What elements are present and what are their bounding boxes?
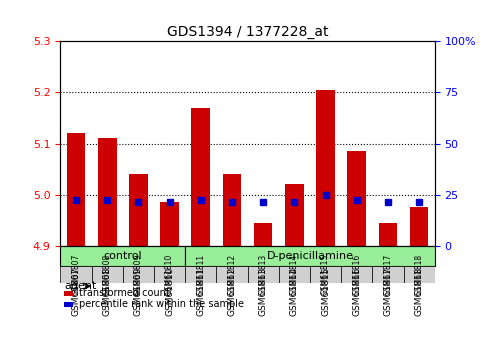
Text: percentile rank within the sample: percentile rank within the sample xyxy=(79,299,244,309)
FancyBboxPatch shape xyxy=(403,266,435,283)
Bar xyxy=(285,185,304,246)
FancyBboxPatch shape xyxy=(279,266,310,283)
FancyBboxPatch shape xyxy=(60,266,92,283)
Bar xyxy=(410,207,428,246)
Text: D-penicillamine: D-penicillamine xyxy=(267,251,354,261)
Text: GSM61808: GSM61808 xyxy=(103,254,112,295)
Text: GSM61817: GSM61817 xyxy=(384,267,392,316)
FancyBboxPatch shape xyxy=(154,266,185,283)
Bar xyxy=(98,138,116,246)
Bar xyxy=(67,134,85,246)
Text: control: control xyxy=(103,251,142,261)
Bar xyxy=(191,108,210,246)
Bar xyxy=(254,223,272,246)
Bar xyxy=(64,302,73,307)
Text: GSM61818: GSM61818 xyxy=(414,254,424,295)
FancyBboxPatch shape xyxy=(60,246,185,266)
Bar xyxy=(160,202,179,246)
FancyBboxPatch shape xyxy=(341,266,372,283)
Text: GSM61815: GSM61815 xyxy=(321,254,330,295)
Text: GSM61816: GSM61816 xyxy=(352,254,361,295)
Text: agent: agent xyxy=(64,281,97,291)
Bar xyxy=(347,151,366,246)
Title: GDS1394 / 1377228_at: GDS1394 / 1377228_at xyxy=(167,25,328,39)
Text: GSM61817: GSM61817 xyxy=(384,254,392,295)
Bar xyxy=(316,90,335,246)
Text: GSM61809: GSM61809 xyxy=(134,267,143,316)
FancyBboxPatch shape xyxy=(372,266,403,283)
Text: GSM61812: GSM61812 xyxy=(227,254,237,295)
Text: GSM61811: GSM61811 xyxy=(196,267,205,316)
Text: GSM61807: GSM61807 xyxy=(71,267,81,316)
Text: GSM61814: GSM61814 xyxy=(290,267,299,316)
FancyBboxPatch shape xyxy=(185,266,216,283)
Bar xyxy=(379,223,397,246)
FancyBboxPatch shape xyxy=(185,246,435,266)
Text: GSM61813: GSM61813 xyxy=(258,254,268,295)
Text: GSM61809: GSM61809 xyxy=(134,254,143,295)
Text: GSM61813: GSM61813 xyxy=(258,267,268,316)
Text: GSM61810: GSM61810 xyxy=(165,267,174,316)
Text: GSM61812: GSM61812 xyxy=(227,267,237,316)
FancyBboxPatch shape xyxy=(247,266,279,283)
Text: GSM61810: GSM61810 xyxy=(165,254,174,295)
Text: GSM61816: GSM61816 xyxy=(352,267,361,316)
Text: GSM61811: GSM61811 xyxy=(196,254,205,295)
Bar xyxy=(223,174,242,246)
Text: GSM61818: GSM61818 xyxy=(414,267,424,316)
Text: GSM61808: GSM61808 xyxy=(103,267,112,316)
FancyBboxPatch shape xyxy=(216,266,247,283)
Bar xyxy=(64,291,73,296)
FancyBboxPatch shape xyxy=(310,266,341,283)
Text: GSM61807: GSM61807 xyxy=(71,254,81,295)
Text: transformed count: transformed count xyxy=(79,288,170,298)
Text: GSM61815: GSM61815 xyxy=(321,267,330,316)
FancyBboxPatch shape xyxy=(92,266,123,283)
FancyBboxPatch shape xyxy=(123,266,154,283)
Text: GSM61814: GSM61814 xyxy=(290,254,299,295)
Bar xyxy=(129,174,148,246)
